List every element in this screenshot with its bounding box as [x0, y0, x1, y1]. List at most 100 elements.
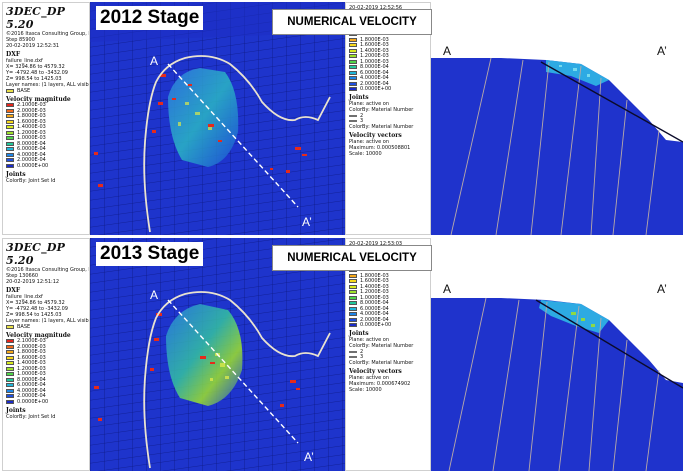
- dxf-layers: Layer names: (1 layers, ALL visible): [6, 318, 90, 324]
- legend-value: 8.0000E-04: [360, 64, 389, 71]
- legend-value: 1.4000E-03: [360, 47, 389, 54]
- section-point-a-prime: A’: [657, 282, 667, 296]
- numerical-velocity-title: NUMERICAL VELOCITY: [272, 9, 432, 35]
- velocity-magnitude-label: Velocity magnitude: [6, 95, 71, 103]
- app-title: 3DEC_DP 5.20: [6, 5, 66, 31]
- legend-value: 1.4000E-03: [17, 124, 46, 131]
- legend-entry: 2.0000E-03: [6, 344, 86, 350]
- legend-entry: 4.0000E-04: [6, 388, 86, 394]
- stage-title: 2013 Stage: [96, 242, 204, 266]
- legend-entry: 0.0000E+00: [6, 163, 86, 169]
- legend-timestamp: 20-02-2019 12:52:56: [349, 5, 403, 11]
- model-view[interactable]: 2013 Stage A A’: [90, 238, 345, 471]
- dxf-y-range: Y= -4792.48 to -3432.09: [6, 70, 68, 76]
- section-view[interactable]: A A’: [431, 238, 683, 471]
- legend-swatch: [6, 372, 14, 377]
- legend-entry: 2.0000E-04: [349, 81, 427, 87]
- info-panel: 3DEC_DP 5.20 ©2016 Itasca Consulting Gro…: [2, 238, 90, 471]
- legend-entry: 4.0000E-04: [349, 75, 427, 81]
- legend-value: 1.2000E-03: [17, 129, 46, 136]
- velocity-vectors-label: Velocity vectors: [349, 132, 402, 139]
- velocity-vectors-label: Velocity vectors: [349, 368, 402, 375]
- legend-swatch: [6, 108, 14, 113]
- joints-colorby-material: ColorBy: Material Number: [349, 107, 414, 113]
- legend-value: 2.0000E-03: [17, 107, 46, 114]
- section-point-a-prime: A’: [302, 215, 312, 229]
- joints-label: Joints: [349, 94, 369, 101]
- color-legend: 2.1000E-032.0000E-031.8000E-031.6000E-03…: [349, 26, 427, 92]
- legend-value: 2.0000E-04: [17, 157, 46, 164]
- legend-value: 1.8000E-03: [360, 36, 389, 43]
- legend-entry: 2.0000E-03: [6, 108, 86, 114]
- legend-swatch: [349, 81, 357, 86]
- dxf-file: failure_line.dxf: [6, 294, 43, 300]
- section-point-a-prime: A’: [657, 44, 667, 58]
- legend-swatch: [6, 125, 14, 130]
- vector-scale: Scale: 10000: [349, 151, 382, 157]
- legend-entry: 1.2000E-03: [349, 289, 427, 296]
- copyright: ©2016 Itasca Consulting Group, Inc.: [6, 31, 90, 37]
- dxf-base-row: BASE: [6, 88, 86, 94]
- legend-swatch: [6, 399, 14, 404]
- legend-value: 8.0000E-04: [17, 140, 46, 147]
- legend-value: 2.1000E-03: [17, 338, 46, 345]
- dxf-layers: Layer names: (1 layers, ALL visible): [6, 82, 90, 88]
- legend-swatch: [6, 141, 14, 146]
- legend-entry: 1.6000E-03: [6, 119, 86, 125]
- legend-value: 1.8000E-03: [360, 272, 389, 279]
- legend-swatch: [6, 350, 14, 355]
- vector-maximum: Maximum: 0.000508801: [349, 145, 411, 151]
- legend-swatch: [6, 163, 14, 168]
- legend-value: 8.0000E-04: [17, 376, 46, 383]
- legend-entry: 1.4000E-03: [349, 48, 427, 54]
- legend-value: 1.2000E-03: [360, 289, 389, 296]
- legend-value: 1.4000E-03: [17, 360, 46, 367]
- legend-value: 1.0000E-03: [17, 371, 46, 378]
- velocity-magnitude-label: Velocity magnitude: [6, 331, 71, 339]
- legend-entry: 1.2000E-03: [6, 366, 86, 372]
- legend-entry: 1.0000E-03: [349, 59, 427, 65]
- numerical-velocity-title: NUMERICAL VELOCITY: [272, 245, 432, 271]
- legend-value: 1.0000E-03: [17, 135, 46, 142]
- legend-swatch: [6, 136, 14, 141]
- base-swatch: [6, 88, 14, 93]
- base-swatch: [6, 324, 14, 329]
- joint-entry: 2: [349, 113, 427, 119]
- dxf-file: failure_line.dxf: [6, 58, 43, 64]
- section-canvas: [431, 2, 683, 235]
- timestamp: 20-02-2019 12:52:31: [6, 43, 60, 49]
- joint-swatch-icon: [349, 350, 357, 354]
- legend-swatch: [6, 366, 14, 371]
- vector-scale: Scale: 10000: [349, 387, 382, 393]
- legend-entry: 6.0000E-04: [6, 146, 86, 152]
- joint-entry: 2: [349, 349, 427, 355]
- legend-value: 1.4000E-03: [360, 283, 389, 290]
- legend-swatch: [349, 284, 357, 289]
- joints-label: Joints: [6, 406, 26, 414]
- dxf-base: BASE: [17, 323, 31, 330]
- timestamp: 20-02-2019 12:51:12: [6, 279, 60, 285]
- legend-value: 6.0000E-04: [360, 305, 389, 312]
- joint-value: 3: [360, 118, 364, 125]
- model-view[interactable]: 2012 Stage A A’: [90, 2, 345, 235]
- joints-colorby: ColorBy: Joint Set Id: [6, 413, 56, 420]
- step-count: Step 130660: [6, 273, 39, 279]
- vector-maximum: Maximum: 0.000674902: [349, 381, 411, 387]
- legend-swatch: [6, 147, 14, 152]
- legend-swatch: [349, 323, 357, 328]
- stage-row-2012: 3DEC_DP 5.20 ©2016 Itasca Consulting Gro…: [0, 2, 685, 235]
- copyright: ©2016 Itasca Consulting Group, Inc.: [6, 267, 90, 273]
- legend-value: 2.0000E-03: [17, 343, 46, 350]
- joints-label: Joints: [349, 330, 369, 337]
- legend-entry: 8.0000E-04: [6, 141, 86, 147]
- legend-entry: 2.0000E-04: [6, 393, 86, 399]
- section-point-a: A: [150, 288, 159, 302]
- legend-swatch: [6, 383, 14, 388]
- legend-value: 2.0000E-04: [360, 316, 389, 323]
- section-view[interactable]: A A’: [431, 2, 683, 235]
- joints-colorby-material: ColorBy: Material Number: [349, 124, 414, 130]
- legend-swatch: [349, 279, 357, 284]
